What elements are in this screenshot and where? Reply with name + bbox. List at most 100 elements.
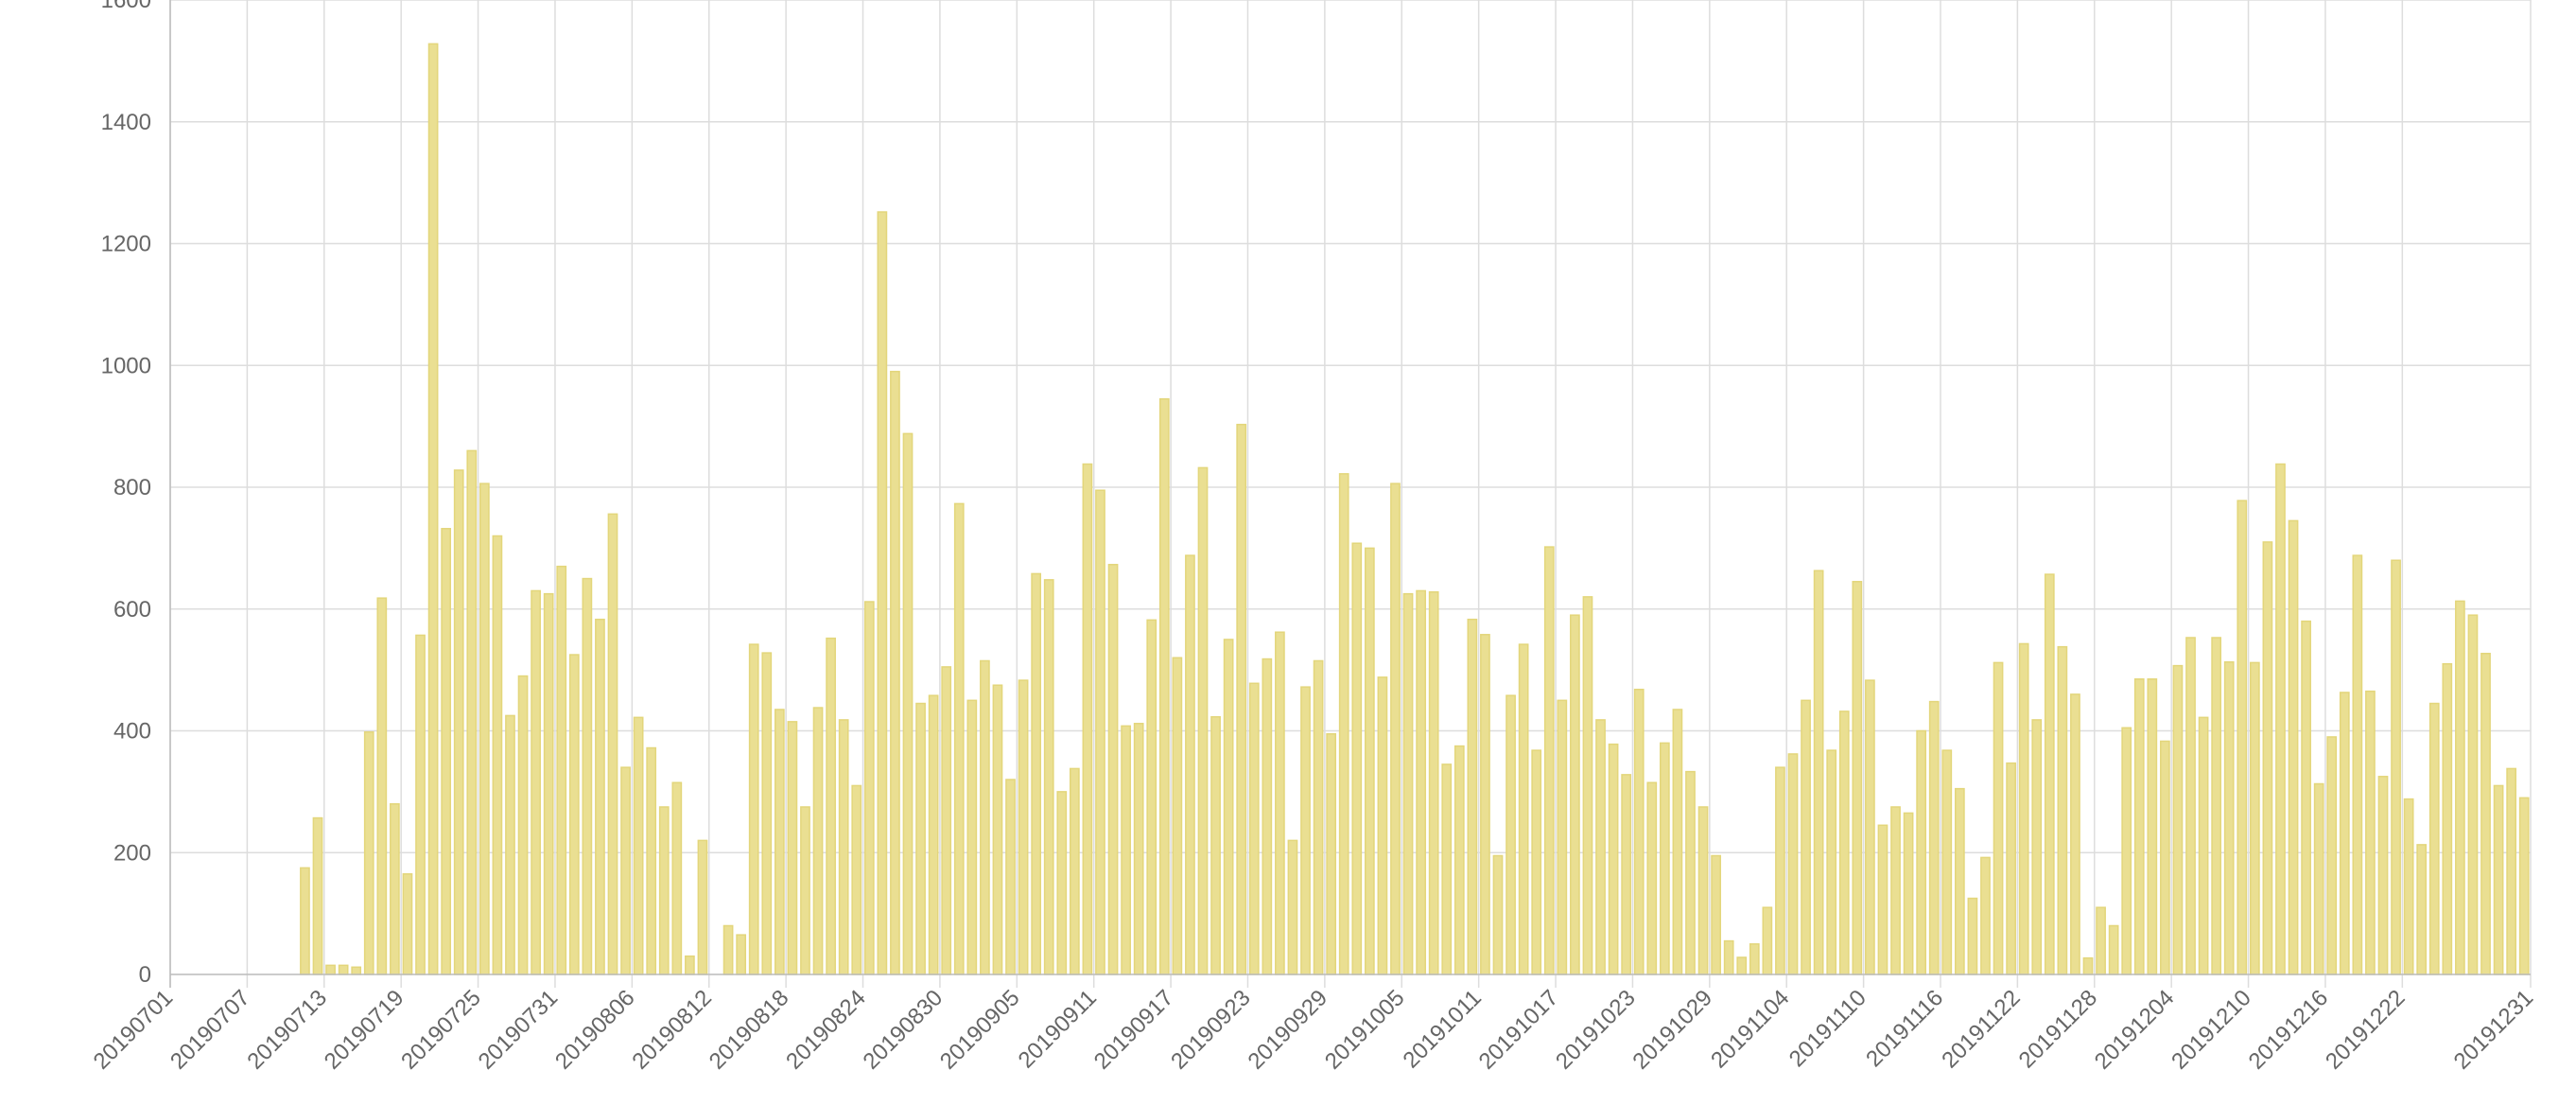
bar [1043,579,1054,975]
bar [2288,519,2299,975]
bar [826,637,836,975]
bar [890,370,900,975]
x-tick-label: 20191011 [1399,985,1487,1073]
bar [2082,956,2094,975]
bar [1197,466,1209,975]
bar [633,716,644,975]
bar [1287,839,1298,975]
x-tick-label: 20191222 [2321,985,2411,1075]
bar [2275,463,2286,975]
y-tick-label: 600 [113,597,151,623]
bar [722,924,734,975]
bar [1813,570,1824,975]
bar-series [300,43,2530,975]
bar [517,675,529,975]
x-tick-label: 20191231 [2449,985,2539,1075]
bar [1557,699,1568,975]
bar [2391,559,2401,975]
bar [902,432,914,975]
axes [169,0,2531,988]
x-tick-label: 20190917 [1089,985,1179,1075]
x-tick-label: 20191110 [1784,985,1871,1072]
bar [595,618,605,975]
bar [953,502,965,975]
bar [1775,766,1785,975]
x-tick-label: 20190806 [550,985,640,1075]
bar [1659,742,1670,975]
bar [325,964,336,975]
bar [1248,682,1260,975]
bar [1967,897,1978,975]
bar [2339,692,2350,975]
bar [1428,590,1439,975]
bar [697,839,708,975]
bar [671,781,683,975]
bar [1736,956,1748,975]
bar [543,592,554,975]
bar [1838,710,1850,975]
bar [863,601,875,975]
x-tick-label: 20191005 [1320,985,1410,1075]
x-tick-label: 20190818 [705,985,794,1075]
bar [1749,943,1760,975]
bar [1121,725,1131,975]
bar [1338,473,1349,975]
bar [2108,924,2119,975]
bar [415,634,426,975]
bar [736,934,747,975]
bar [1621,774,1632,975]
x-tick-label: 20191116 [1861,985,1948,1072]
bar [582,577,593,975]
bar [2160,740,2170,975]
bar [1570,614,1580,975]
bar [2070,693,2080,975]
bar [2301,620,2311,975]
y-tick-label: 800 [113,475,151,500]
x-tick-label: 20190707 [165,985,255,1075]
bar [1364,547,1375,975]
bar [1031,572,1042,975]
bar [338,964,349,975]
x-tick-label: 20190812 [627,985,717,1075]
bar [2365,690,2376,975]
bar [1531,749,1542,975]
bar [2493,784,2504,975]
y-axis-ticks: 0 200 400 600 800 1000 1200 1400 1600 [101,0,151,988]
x-tick-label: 20191216 [2244,985,2334,1075]
bar [390,803,400,975]
bar [658,806,670,975]
x-tick-label: 20190824 [781,985,871,1075]
bar [1672,709,1683,975]
bar [1467,618,1478,975]
bar [1453,745,1465,975]
bar [1107,564,1119,975]
bar [1993,661,2004,975]
bar [2198,716,2209,975]
bar [1441,763,1453,975]
bar [2326,736,2338,975]
x-tick-label: 20190701 [89,985,179,1075]
bar [427,43,439,975]
bar [1095,489,1105,975]
bar [1390,482,1401,975]
bar [1941,749,1953,975]
bar [466,449,478,975]
x-tick-label: 20190923 [1166,985,1256,1075]
x-tick-label: 20191210 [2167,985,2256,1075]
bar [300,867,310,975]
bar [1697,806,1709,975]
bar [1890,806,1901,975]
bar [2442,662,2453,975]
bar [479,482,490,975]
bar [1506,694,1516,975]
bar [1865,679,1875,975]
x-axis-ticks: 2019070120190707201907132019071920190725… [89,985,2539,1075]
bar [312,816,323,975]
y-tick-label: 0 [139,962,151,988]
bar [851,784,862,975]
x-tick-label: 20190731 [474,985,564,1075]
x-tick-label: 20190719 [320,985,409,1075]
bar [1351,542,1363,975]
bar [761,652,773,975]
bar [2377,776,2389,975]
